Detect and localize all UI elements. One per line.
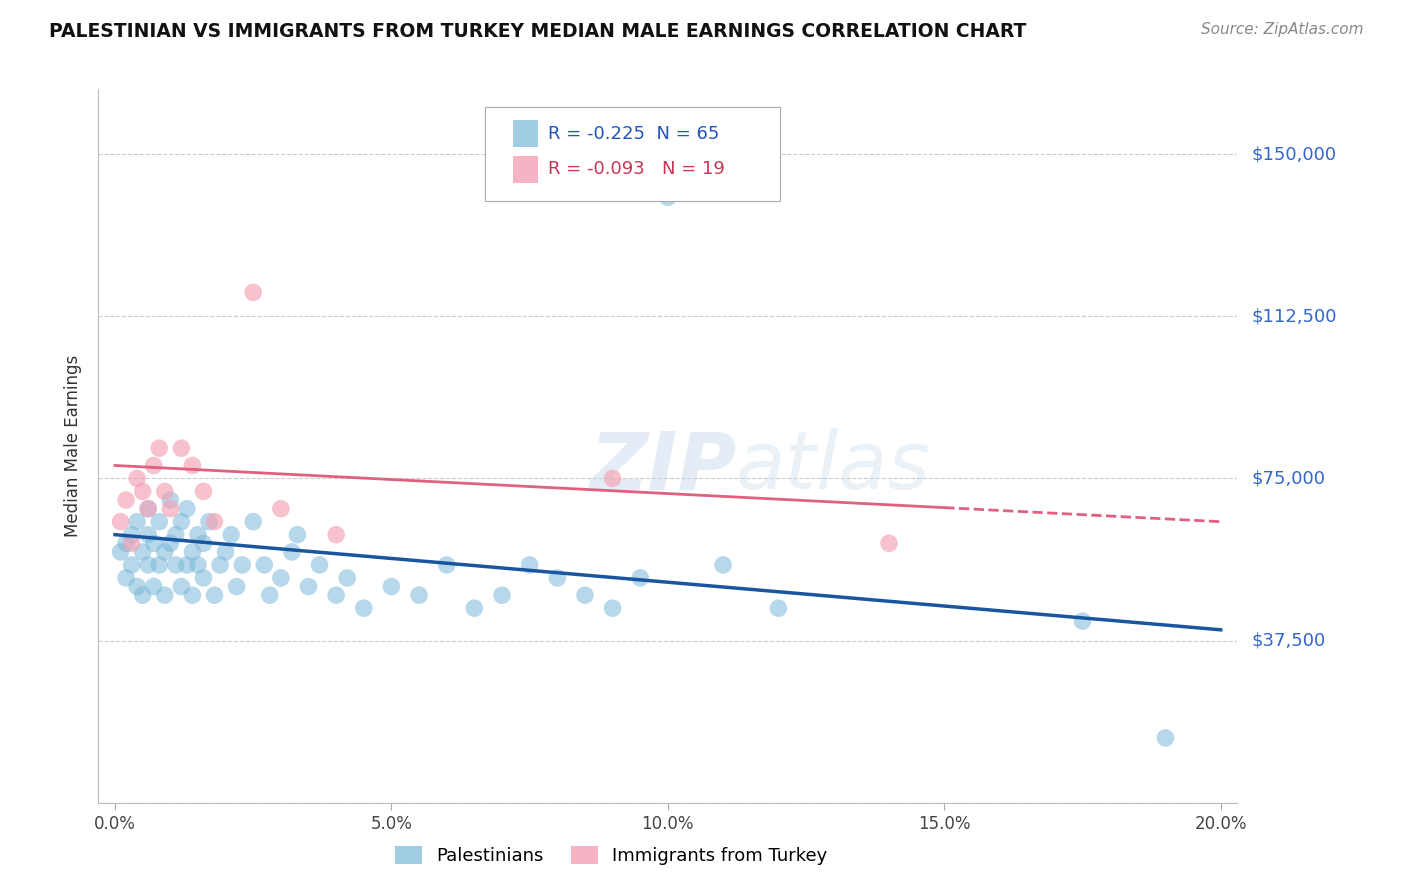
Point	[187, 558, 209, 572]
Point	[193, 536, 215, 550]
Point	[142, 536, 165, 550]
Point	[176, 558, 198, 572]
Text: R = -0.093   N = 19: R = -0.093 N = 19	[548, 161, 725, 178]
Point	[711, 558, 734, 572]
Point	[142, 458, 165, 473]
Point	[231, 558, 253, 572]
Legend: Palestinians, Immigrants from Turkey: Palestinians, Immigrants from Turkey	[387, 838, 835, 872]
Point	[353, 601, 375, 615]
Point	[214, 545, 236, 559]
Point	[136, 501, 159, 516]
Point	[380, 580, 402, 594]
Point	[181, 458, 204, 473]
Point	[657, 190, 679, 204]
Text: $150,000: $150,000	[1251, 145, 1336, 163]
Point	[121, 558, 143, 572]
Point	[768, 601, 790, 615]
Point	[198, 515, 221, 529]
Point	[491, 588, 513, 602]
Point	[436, 558, 458, 572]
Point	[204, 515, 226, 529]
Point	[127, 580, 149, 594]
Point	[159, 501, 181, 516]
Point	[270, 501, 292, 516]
Text: atlas: atlas	[737, 428, 931, 507]
Point	[131, 545, 153, 559]
Text: ZIP: ZIP	[589, 428, 737, 507]
Point	[219, 527, 242, 541]
Point	[1071, 614, 1094, 628]
Point	[176, 501, 198, 516]
Point	[170, 515, 193, 529]
Point	[148, 441, 170, 455]
Point	[325, 588, 347, 602]
Text: R = -0.225  N = 65: R = -0.225 N = 65	[548, 125, 720, 143]
Point	[287, 527, 309, 541]
Point	[170, 441, 193, 455]
Point	[546, 571, 568, 585]
Point	[270, 571, 292, 585]
Point	[121, 536, 143, 550]
Y-axis label: Median Male Earnings: Median Male Earnings	[65, 355, 83, 537]
Point	[877, 536, 900, 550]
Point	[209, 558, 232, 572]
Text: PALESTINIAN VS IMMIGRANTS FROM TURKEY MEDIAN MALE EARNINGS CORRELATION CHART: PALESTINIAN VS IMMIGRANTS FROM TURKEY ME…	[49, 22, 1026, 41]
Point	[259, 588, 281, 602]
Point	[153, 588, 176, 602]
Point	[153, 484, 176, 499]
Point	[159, 493, 181, 508]
Point	[165, 527, 187, 541]
Point	[336, 571, 359, 585]
Text: $37,500: $37,500	[1251, 632, 1326, 649]
Point	[110, 515, 132, 529]
Point	[127, 515, 149, 529]
Point	[187, 527, 209, 541]
Point	[308, 558, 330, 572]
Point	[170, 580, 193, 594]
Point	[181, 588, 204, 602]
Text: Source: ZipAtlas.com: Source: ZipAtlas.com	[1201, 22, 1364, 37]
Point	[574, 588, 596, 602]
Point	[115, 493, 138, 508]
Point	[242, 285, 264, 300]
Point	[181, 545, 204, 559]
Point	[281, 545, 304, 559]
Point	[148, 515, 170, 529]
Point	[602, 471, 624, 485]
Point	[159, 536, 181, 550]
Point	[297, 580, 319, 594]
Point	[325, 527, 347, 541]
Point	[115, 536, 138, 550]
Point	[136, 501, 159, 516]
Point	[136, 527, 159, 541]
Point	[127, 471, 149, 485]
Point	[165, 558, 187, 572]
Text: $75,000: $75,000	[1251, 469, 1326, 487]
Point	[1154, 731, 1177, 745]
Point	[153, 545, 176, 559]
Point	[253, 558, 276, 572]
Point	[628, 571, 651, 585]
Point	[121, 527, 143, 541]
Point	[131, 484, 153, 499]
Point	[136, 558, 159, 572]
Point	[148, 558, 170, 572]
Point	[193, 571, 215, 585]
Point	[519, 558, 541, 572]
Point	[602, 601, 624, 615]
Point	[242, 515, 264, 529]
Point	[115, 571, 138, 585]
Point	[463, 601, 485, 615]
Point	[225, 580, 247, 594]
Point	[110, 545, 132, 559]
Point	[131, 588, 153, 602]
Point	[142, 580, 165, 594]
Point	[193, 484, 215, 499]
Text: $112,500: $112,500	[1251, 307, 1337, 326]
Point	[408, 588, 430, 602]
Point	[204, 588, 226, 602]
